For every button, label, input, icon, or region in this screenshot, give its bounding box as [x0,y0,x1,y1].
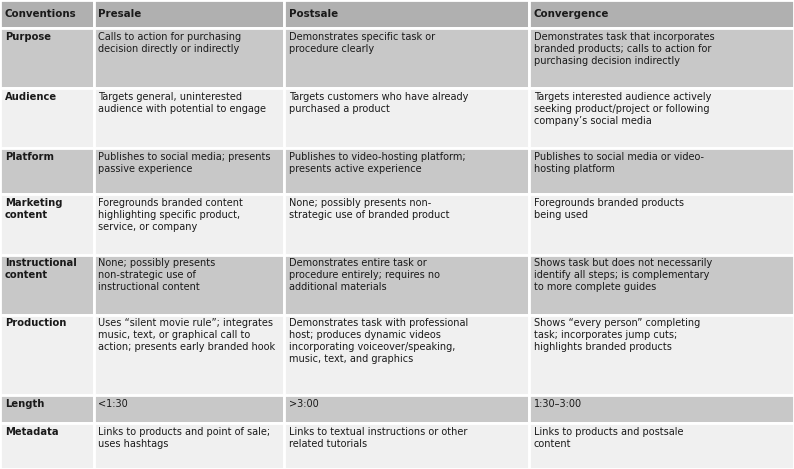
Bar [529,28,794,88]
Text: Foregrounds branded content
highlighting specific product,
service, or company: Foregrounds branded content highlighting… [98,198,243,232]
Bar [94,148,284,195]
Text: Demonstrates task with professional
host; produces dynamic videos
incorporating : Demonstrates task with professional host… [289,318,468,364]
Text: Links to products and point of sale;
uses hashtags: Links to products and point of sale; use… [98,427,271,449]
Bar [0,315,94,395]
Bar [0,255,94,315]
Bar [94,395,284,423]
Text: Calls to action for purchasing
decision directly or indirectly: Calls to action for purchasing decision … [98,32,241,54]
Bar [284,395,529,423]
Bar [284,0,529,28]
Bar [0,0,94,28]
Text: Shows task but does not necessarily
identify all steps; is complementary
to more: Shows task but does not necessarily iden… [534,258,711,292]
Text: Shows “every person” completing
task; incorporates jump cuts;
highlights branded: Shows “every person” completing task; in… [534,318,700,352]
Bar [529,255,794,315]
Text: Targets interested audience actively
seeking product/project or following
compan: Targets interested audience actively see… [534,92,711,126]
Text: Demonstrates entire task or
procedure entirely; requires no
additional materials: Demonstrates entire task or procedure en… [289,258,440,292]
Bar [94,255,284,315]
Bar [284,315,529,395]
Bar [529,195,794,255]
Text: Purpose: Purpose [5,32,51,42]
Text: Metadata: Metadata [5,427,59,437]
Bar [94,28,284,88]
Bar [284,28,529,88]
Text: Foregrounds branded products
being used: Foregrounds branded products being used [534,198,684,220]
Text: Publishes to video-hosting platform;
presents active experience: Publishes to video-hosting platform; pre… [289,152,465,174]
Text: Links to textual instructions or other
related tutorials: Links to textual instructions or other r… [289,427,468,449]
Bar [94,0,284,28]
Bar [284,195,529,255]
Bar [94,195,284,255]
Bar [0,28,94,88]
Text: Publishes to social media; presents
passive experience: Publishes to social media; presents pass… [98,152,271,174]
Text: Targets general, uninterested
audience with potential to engage: Targets general, uninterested audience w… [98,92,267,114]
Text: 1:30–3:00: 1:30–3:00 [534,399,582,408]
Text: Demonstrates task that incorporates
branded products; calls to action for
purcha: Demonstrates task that incorporates bran… [534,32,714,66]
Bar [529,423,794,469]
Bar [284,255,529,315]
Bar [94,423,284,469]
Bar [0,395,94,423]
Bar [529,0,794,28]
Bar [529,88,794,148]
Text: Conventions: Conventions [5,9,76,19]
Bar [0,148,94,195]
Bar [0,423,94,469]
Bar [0,195,94,255]
Text: Instructional
content: Instructional content [5,258,76,280]
Bar [94,88,284,148]
Text: Demonstrates specific task or
procedure clearly: Demonstrates specific task or procedure … [289,32,435,54]
Text: Platform: Platform [5,152,54,162]
Text: Length: Length [5,399,44,408]
Text: Links to products and postsale
content: Links to products and postsale content [534,427,683,449]
Text: Production: Production [5,318,66,328]
Text: None; possibly presents non-
strategic use of branded product: None; possibly presents non- strategic u… [289,198,449,220]
Bar [0,88,94,148]
Bar [284,423,529,469]
Text: Uses “silent movie rule”; integrates
music, text, or graphical call to
action; p: Uses “silent movie rule”; integrates mus… [98,318,276,352]
Text: Audience: Audience [5,92,57,102]
Bar [94,315,284,395]
Bar [284,88,529,148]
Text: Convergence: Convergence [534,9,609,19]
Text: >3:00: >3:00 [289,399,318,408]
Text: Marketing
content: Marketing content [5,198,62,220]
Text: <1:30: <1:30 [98,399,128,408]
Bar [284,148,529,195]
Text: Postsale: Postsale [289,9,338,19]
Text: Publishes to social media or video-
hosting platform: Publishes to social media or video- host… [534,152,703,174]
Bar [529,315,794,395]
Text: None; possibly presents
non-strategic use of
instructional content: None; possibly presents non-strategic us… [98,258,216,292]
Bar [529,395,794,423]
Text: Presale: Presale [98,9,141,19]
Text: Targets customers who have already
purchased a product: Targets customers who have already purch… [289,92,468,114]
Bar [529,148,794,195]
